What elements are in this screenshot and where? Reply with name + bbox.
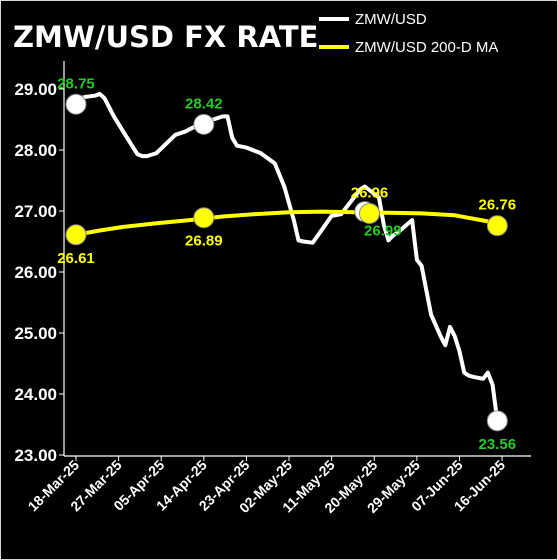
- data-marker-point: [193, 207, 215, 229]
- y-tick-label: 29.00: [14, 80, 57, 99]
- y-tick-label: 28.00: [14, 141, 57, 160]
- y-axis-ticks: 23.00 24.00 25.00 26.00 27.00 28.00 29.00: [14, 80, 64, 465]
- x-axis-ticks: 18-Mar-2527-Mar-2505-Apr-2514-Apr-2523-A…: [25, 456, 508, 516]
- data-label: 26.99: [364, 223, 402, 240]
- data-label: 26.96: [351, 184, 389, 201]
- y-tick-label: 27.00: [14, 202, 57, 221]
- data-marker-point: [193, 113, 215, 135]
- data-label: 28.42: [185, 95, 223, 112]
- series-lines: [74, 91, 500, 423]
- y-tick-label: 26.00: [14, 263, 57, 282]
- data-label: 28.75: [57, 75, 95, 92]
- data-marker-point: [486, 215, 508, 237]
- data-label: 26.76: [479, 197, 517, 214]
- data-marker-point: [65, 93, 87, 115]
- legend-label-zmw-usd: ZMW/USD: [355, 11, 427, 28]
- data-label: 23.56: [479, 436, 517, 453]
- data-marker-point: [65, 224, 87, 246]
- data-labels: 28.75 28.42 26.99 23.56 26.61 26.89 26.96 26.76: [57, 75, 516, 453]
- zmw-usd-series-line: [74, 91, 500, 423]
- y-tick-label: 23.00: [14, 446, 57, 465]
- ma-200d-series-line: [74, 209, 500, 237]
- data-label: 26.89: [185, 233, 223, 250]
- data-marker-point: [486, 410, 508, 432]
- data-marker-point: [359, 202, 381, 224]
- y-tick-label: 24.00: [14, 385, 57, 404]
- y-tick-label: 25.00: [14, 324, 57, 343]
- data-label: 26.61: [57, 250, 95, 267]
- chart-title: ZMW/USD FX RATE: [13, 20, 318, 54]
- data-markers: [65, 93, 508, 432]
- axes: [63, 61, 531, 457]
- legend-label-200d-ma: ZMW/USD 200-D MA: [355, 39, 498, 56]
- legend: ZMW/USD ZMW/USD 200-D MA: [319, 11, 498, 56]
